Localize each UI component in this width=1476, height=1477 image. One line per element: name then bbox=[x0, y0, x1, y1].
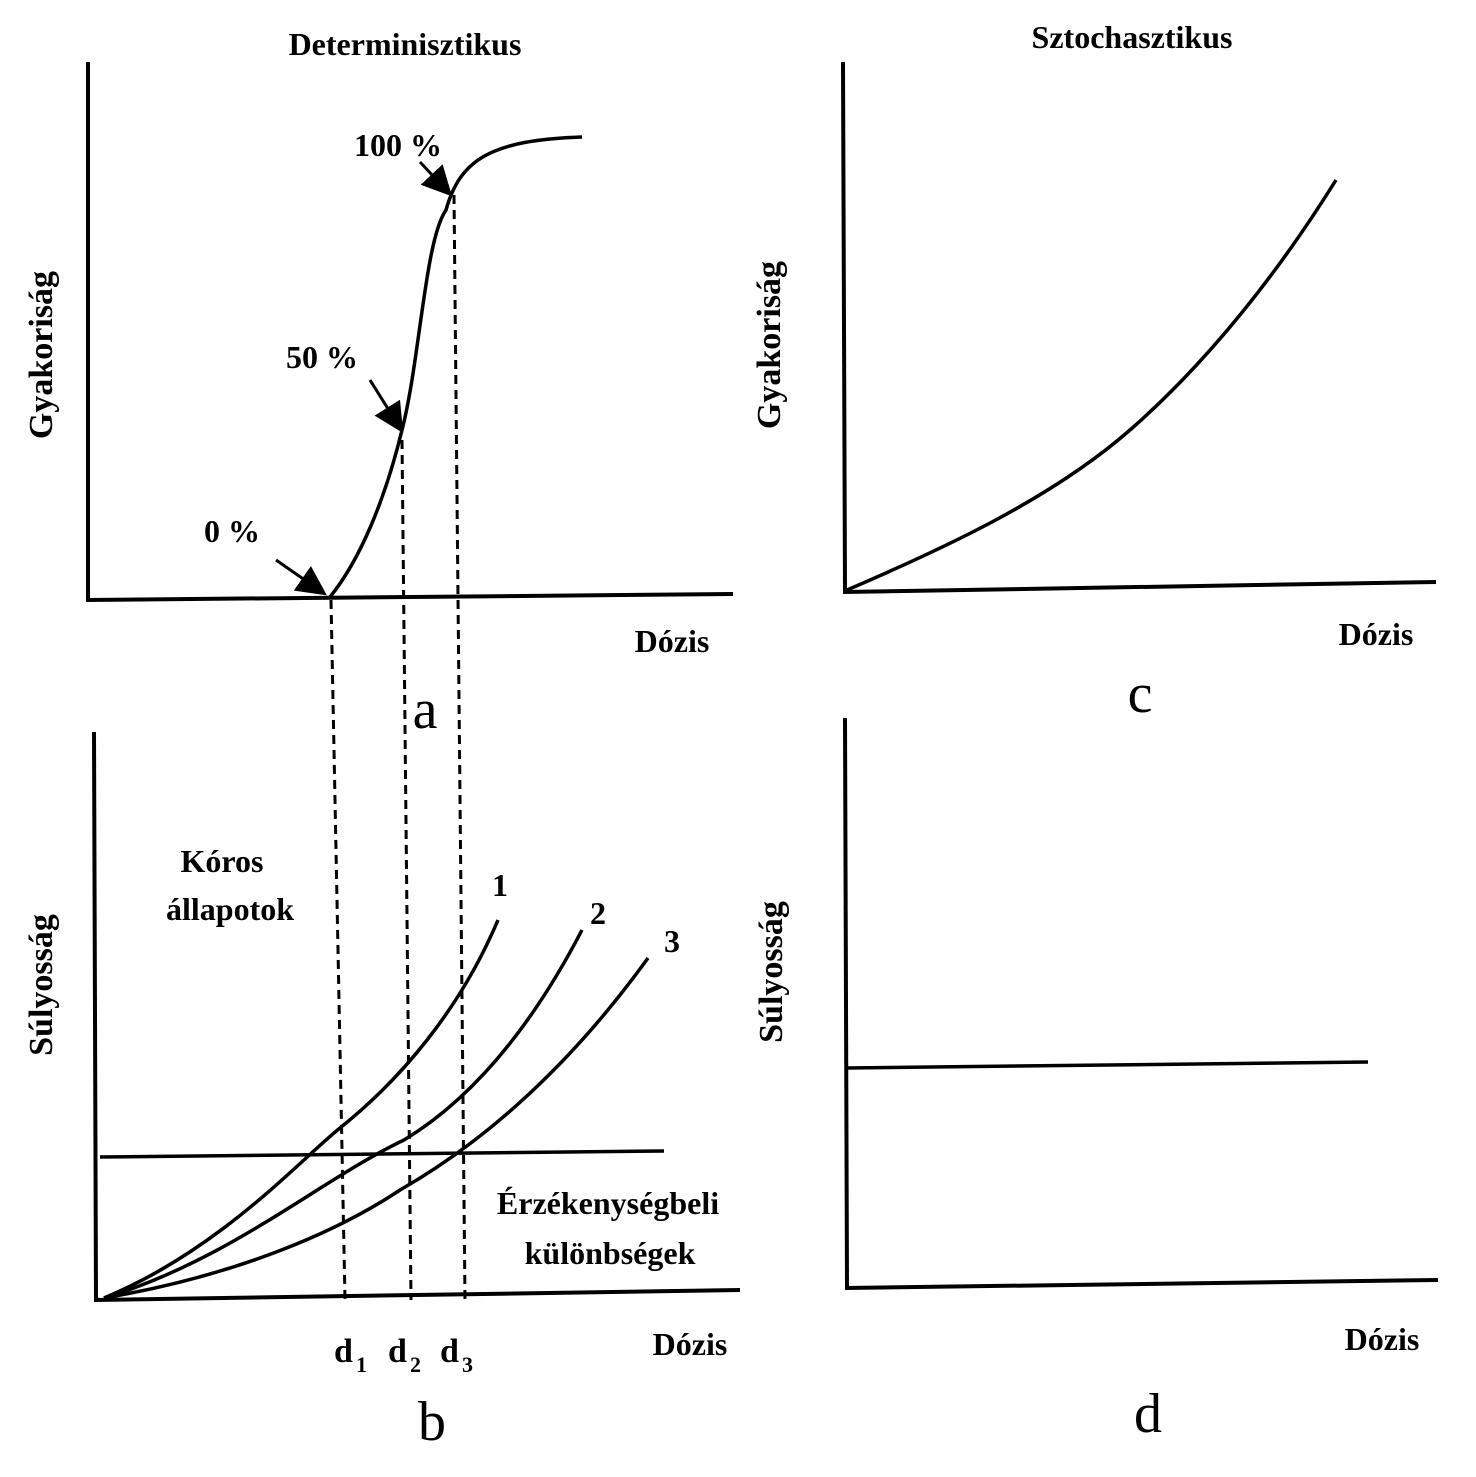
panel-a-sigmoid-curve bbox=[328, 135, 583, 599]
panel-a-annotation-0: 0 % bbox=[204, 513, 260, 549]
panel-a-title: Determinisztikus bbox=[289, 26, 522, 62]
panel-b-dose-mark-2-sub: 2 bbox=[410, 1352, 421, 1377]
panel-b-y-label: Súlyosság bbox=[23, 914, 60, 1056]
panel-b-threshold-line bbox=[99, 1149, 665, 1159]
panel-a-dashed-drop-d2 bbox=[400, 439, 413, 1301]
panel-c-curve bbox=[846, 179, 1338, 592]
panel-a-dashed-drop-d1 bbox=[329, 599, 347, 1301]
panel-b-pathological-label-2: állapotok bbox=[166, 891, 294, 927]
panel-b-dose-mark-1-sub: 1 bbox=[356, 1352, 367, 1377]
panel-c-title: Sztochasztikus bbox=[1032, 19, 1233, 55]
panel-b-sensitivity-label-1: Érzékenységbeli bbox=[497, 1185, 719, 1221]
panel-a-letter: a bbox=[413, 679, 438, 741]
panel-b-curve-1 bbox=[103, 919, 500, 1300]
panel-c-x-axis bbox=[842, 580, 1437, 594]
panel-a: Determinisztikus Gyakoriság Dózis a 0 % … bbox=[23, 26, 734, 1301]
panel-d-x-axis bbox=[844, 1278, 1439, 1290]
panel-d: Súlyosság Dózis d bbox=[753, 717, 1439, 1445]
panel-b-y-axis bbox=[92, 731, 98, 1301]
panel-b-letter: b bbox=[418, 1391, 446, 1453]
panel-a-annotation-50: 50 % bbox=[286, 339, 358, 375]
panel-b: Súlyosság Dózis b Kóros állapotok 1 2 3 … bbox=[23, 731, 741, 1453]
panel-a-y-label: Gyakoriság bbox=[23, 271, 60, 439]
panel-b-curve-2 bbox=[103, 929, 584, 1300]
panel-a-annotation-100: 100 % bbox=[354, 127, 442, 163]
panel-d-letter: d bbox=[1134, 1383, 1162, 1445]
panel-b-dose-mark-2: d 2 bbox=[388, 1333, 421, 1377]
panel-d-constant-line bbox=[846, 1060, 1369, 1070]
panel-c: Sztochasztikus Gyakoriság Dózis c bbox=[751, 19, 1437, 725]
panel-c-letter: c bbox=[1128, 663, 1153, 725]
panel-a-x-axis bbox=[85, 592, 734, 602]
panel-b-curve-label-2: 2 bbox=[590, 895, 606, 931]
panel-b-dose-mark-1: d 1 bbox=[334, 1333, 367, 1377]
panel-b-dose-mark-3-d: d bbox=[440, 1333, 459, 1370]
panel-c-y-label: Gyakoriság bbox=[751, 261, 788, 429]
panel-d-y-label: Súlyosság bbox=[753, 901, 790, 1043]
panel-d-x-label: Dózis bbox=[1345, 1321, 1420, 1357]
panel-b-dose-mark-3-sub: 3 bbox=[462, 1352, 473, 1377]
panel-a-dashed-drop-d3 bbox=[452, 194, 467, 1301]
panel-a-arrow-0 bbox=[275, 558, 327, 596]
panel-b-dose-mark-3: d 3 bbox=[440, 1333, 473, 1377]
panel-b-dose-mark-2-d: d bbox=[388, 1333, 407, 1370]
panel-a-x-label: Dózis bbox=[635, 623, 710, 659]
panel-c-x-label: Dózis bbox=[1339, 616, 1414, 652]
panel-b-x-label: Dózis bbox=[653, 1326, 728, 1362]
panel-a-arrow-50 bbox=[368, 379, 404, 434]
panel-c-y-axis bbox=[841, 61, 847, 593]
panel-b-sensitivity-label-2: különbségek bbox=[525, 1235, 696, 1271]
panel-b-pathological-label-1: Kóros bbox=[181, 843, 264, 879]
panel-b-dose-mark-1-d: d bbox=[334, 1333, 353, 1370]
panel-b-curve-label-1: 1 bbox=[492, 867, 508, 903]
panel-b-curve-label-3: 3 bbox=[664, 923, 680, 959]
panel-a-arrow-100 bbox=[418, 160, 453, 197]
panel-d-y-axis bbox=[843, 717, 849, 1289]
panel-b-x-axis bbox=[93, 1288, 741, 1302]
panel-b-curve-3 bbox=[103, 956, 650, 1300]
